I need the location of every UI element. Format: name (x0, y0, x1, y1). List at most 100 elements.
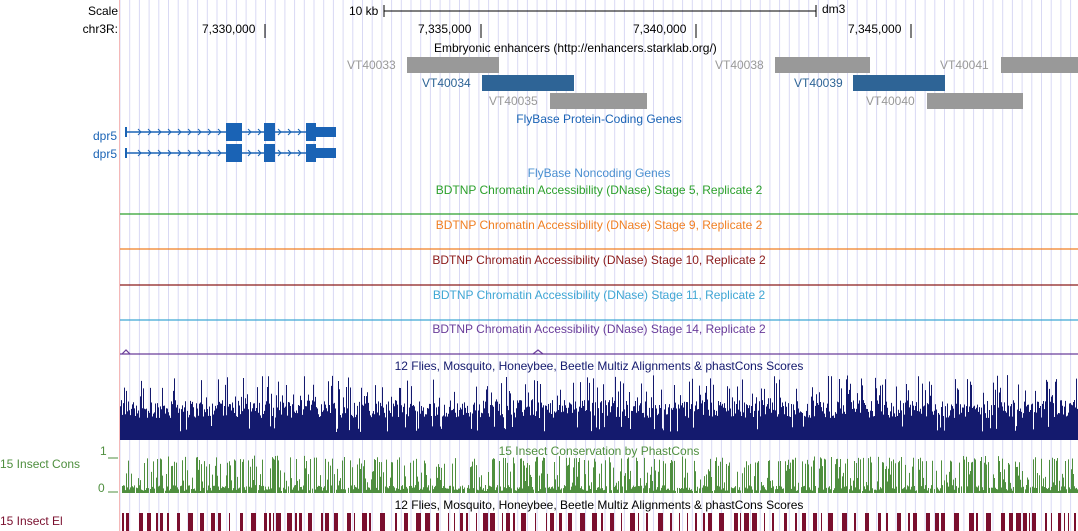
strand-arrow (277, 149, 282, 157)
strand-arrow (137, 128, 142, 136)
dnase-track-title[interactable]: BDTNP Chromatin Accessibility (DNase) St… (435, 218, 763, 232)
conserved-element (167, 513, 169, 531)
conserved-element (269, 513, 271, 531)
conserved-element (828, 513, 833, 531)
conserved-element (621, 513, 622, 531)
conserved-element (630, 513, 635, 531)
dnase-track-title[interactable]: BDTNP Chromatin Accessibility (DNase) St… (435, 183, 763, 197)
conserved-element (380, 513, 385, 531)
enhancer-label[interactable]: VT40033 (347, 58, 396, 72)
strand-arrow (287, 149, 292, 157)
conserved-element (878, 513, 881, 531)
conserved-element (276, 513, 281, 531)
enhancer-label[interactable]: VT40038 (715, 58, 764, 72)
dnase-track-title[interactable]: BDTNP Chromatin Accessibility (DNase) St… (432, 322, 766, 336)
conserved-element (708, 513, 712, 531)
conserved-element (1023, 513, 1027, 531)
conserved-element (559, 513, 562, 531)
conserved-element (795, 513, 797, 531)
strand-arrow (157, 128, 162, 136)
conserved-element (1001, 513, 1005, 531)
conserved-element (200, 513, 204, 531)
enhancer-feature (1001, 57, 1078, 73)
enhancer-label[interactable]: VT40034 (422, 76, 471, 90)
conserved-element (550, 513, 554, 531)
dnase-track-title[interactable]: BDTNP Chromatin Accessibility (DNase) St… (432, 253, 766, 267)
enhancer-feature (775, 57, 870, 73)
conserved-element (139, 513, 143, 531)
multiz-track-title[interactable]: 12 Flies, Mosquito, Honeybee, Beetle Mul… (394, 359, 804, 373)
strand-arrow (187, 149, 192, 157)
conserved-element (521, 513, 526, 531)
strand-arrow (207, 149, 212, 157)
scale-label: Scale (87, 4, 118, 18)
conserved-element (886, 513, 888, 531)
gene-exon (264, 144, 275, 162)
conserved-element (592, 513, 597, 531)
phastcons-track-title[interactable]: 15 Insect Conservation by PhastCons (498, 444, 700, 458)
strand-arrow (197, 128, 202, 136)
phastcons-left-label[interactable]: 15 Insect Cons (0, 457, 81, 471)
conserved-element (821, 513, 822, 531)
conserved-element (483, 513, 488, 531)
enhancer-track-title[interactable]: Embryonic enhancers (http://enhancers.st… (434, 41, 717, 55)
conserved-element (580, 513, 585, 531)
dnase-track-title[interactable]: BDTNP Chromatin Accessibility (DNase) St… (432, 288, 766, 302)
conserved-element (156, 513, 158, 531)
conserved-element (1058, 513, 1061, 531)
enhancer-feature (550, 93, 647, 109)
dnase-peak (121, 349, 544, 355)
gene-exon (306, 144, 316, 162)
conserved-element (287, 513, 292, 531)
conserved-element (908, 513, 910, 531)
conserved-element (784, 513, 787, 531)
enhancer-feature (482, 75, 574, 91)
strand-arrow (177, 149, 182, 157)
conserved-element (679, 513, 680, 531)
conserved-element (436, 513, 439, 531)
tick-label: 7,340,000 (633, 22, 687, 36)
gene-label[interactable]: dpr5 (92, 129, 117, 143)
conserved-element (147, 513, 151, 531)
conserved-element (610, 513, 614, 531)
conserved-element (802, 513, 806, 531)
conserved-element (126, 513, 129, 531)
multiz2-track-title[interactable]: 12 Flies, Mosquito, Honeybee, Beetle Mul… (394, 498, 804, 512)
conserved-element (1029, 513, 1030, 531)
enhancer-label[interactable]: VT40039 (794, 76, 843, 90)
noncoding-track-title[interactable]: FlyBase Noncoding Genes (527, 166, 671, 180)
conserved-element (764, 513, 765, 531)
strand-arrow (247, 128, 252, 136)
phastcons-min-label: 0 (98, 481, 105, 495)
enhancer-label[interactable]: VT40041 (940, 58, 989, 72)
conserved-element (658, 513, 663, 531)
gene-exon (226, 123, 242, 141)
conserved-element (719, 513, 724, 531)
strand-arrow (257, 128, 262, 136)
conserved-element (251, 513, 256, 531)
conserved-element (734, 513, 738, 531)
conserved-element (299, 513, 302, 531)
conserved-element (425, 513, 430, 531)
gene-label[interactable]: dpr5 (92, 147, 117, 161)
gene-exon (264, 123, 275, 141)
strand-arrow (147, 128, 152, 136)
strand-arrow (157, 149, 162, 157)
conserved-element (513, 513, 515, 531)
conserved-element (188, 513, 193, 531)
strand-arrow (277, 128, 282, 136)
conserved-element (969, 513, 974, 531)
conserved-element (1064, 513, 1065, 531)
enhancer-label[interactable]: VT40035 (489, 94, 538, 108)
elements-left-label[interactable]: 15 Insect El (0, 514, 63, 528)
conserved-element (935, 513, 939, 531)
enhancer-label[interactable]: VT40040 (866, 94, 915, 108)
conserved-element (1032, 513, 1036, 531)
conserved-element (535, 513, 536, 531)
conserved-element (1009, 513, 1013, 531)
protein-coding-track-title[interactable]: FlyBase Protein-Coding Genes (516, 112, 682, 126)
conserved-element (601, 513, 603, 531)
strand-arrow (207, 128, 212, 136)
strand-arrow (247, 149, 252, 157)
